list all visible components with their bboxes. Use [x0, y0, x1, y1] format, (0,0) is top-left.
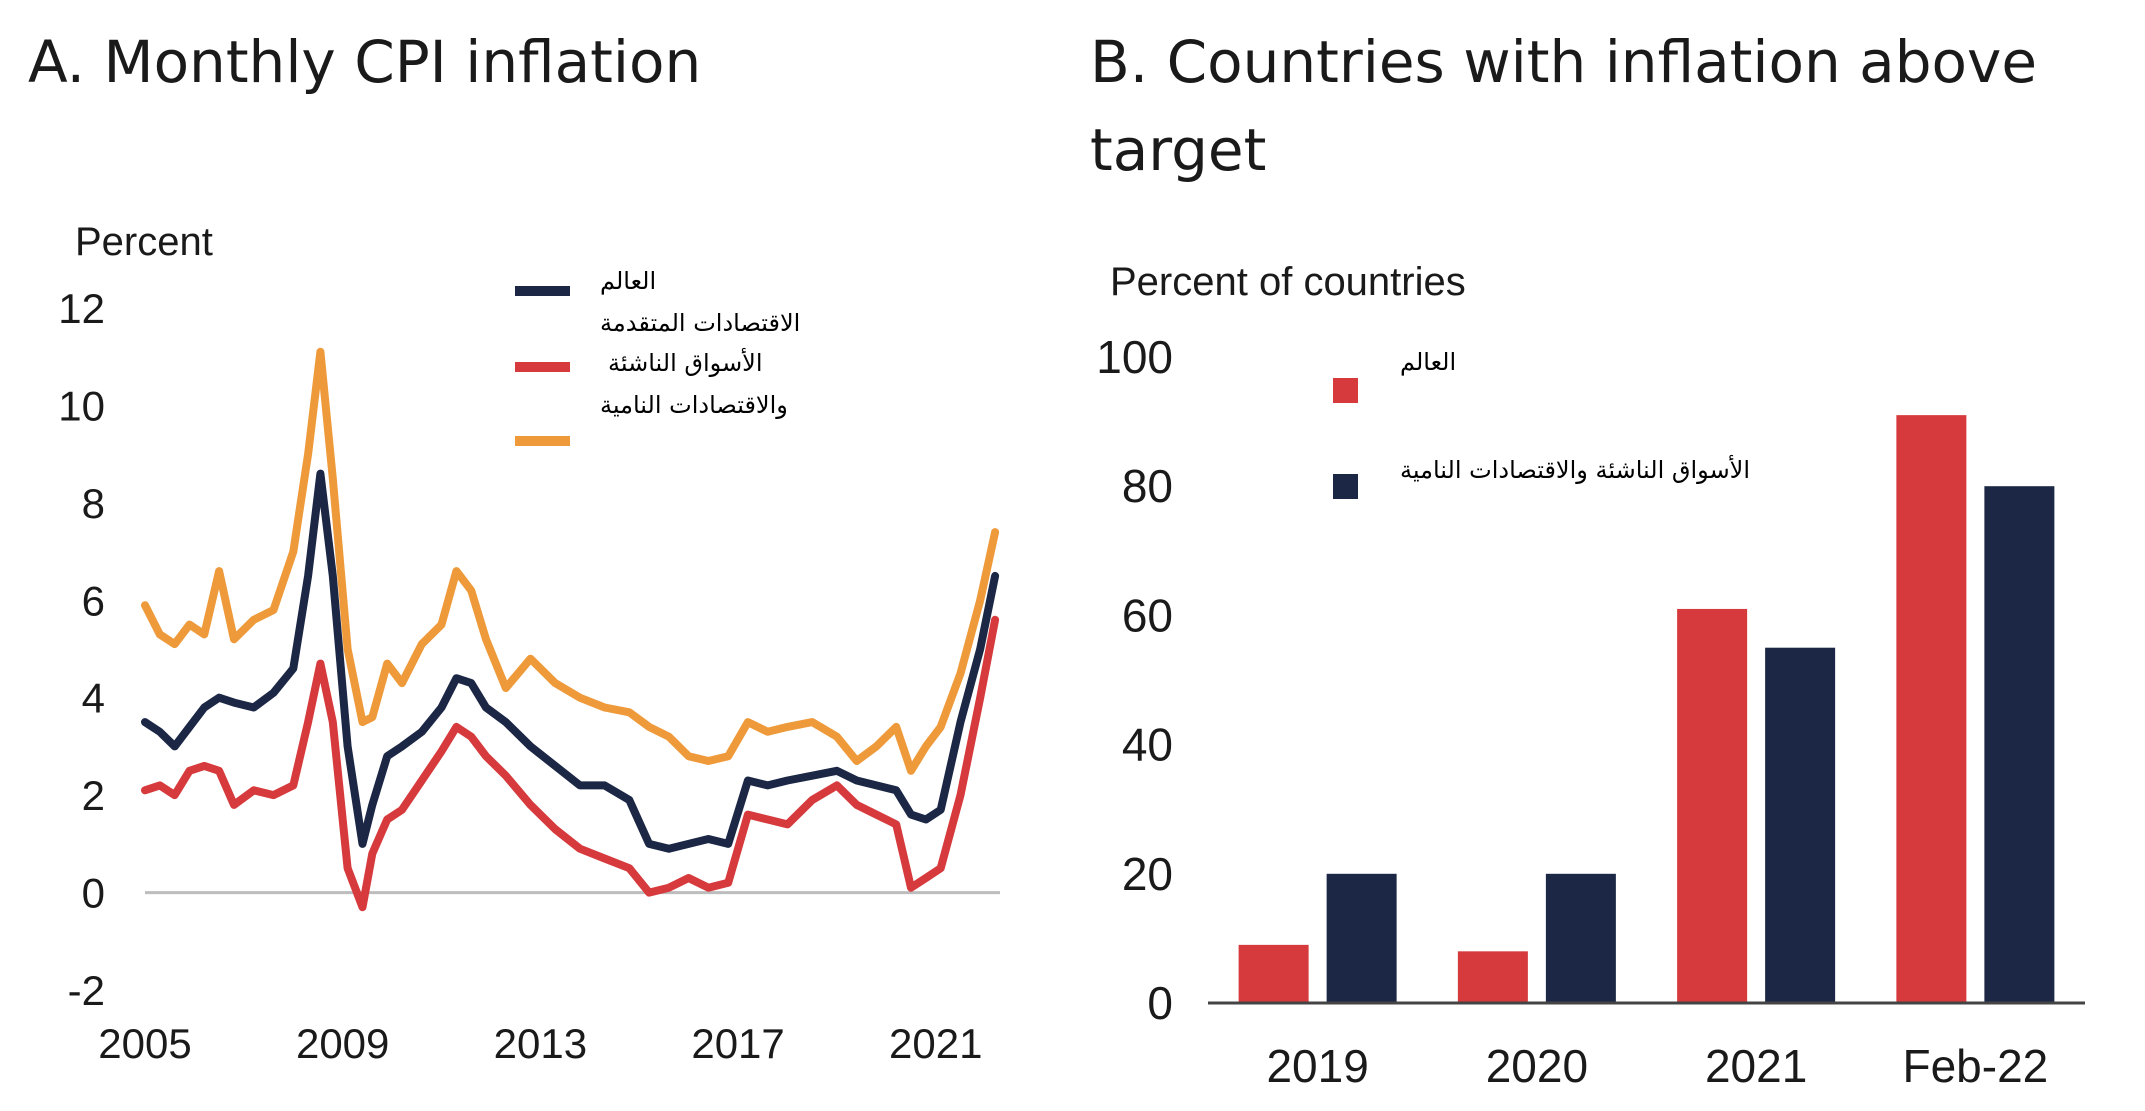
bar-emde: [1984, 486, 2055, 1003]
legend-label-world: العالم: [600, 267, 656, 295]
bar-world: [1238, 944, 1309, 1003]
x-tick-label: 2020: [1486, 1040, 1588, 1092]
y-tick-label: 8: [82, 480, 105, 527]
panel-b-title-line2: target: [1090, 116, 1266, 184]
panel-b-legend: العالم الأسواق الناشئة والاقتصادات النام…: [1333, 348, 1750, 499]
panel-b-x-ticks: 2019 2020 2021 Feb-22: [1266, 1040, 2048, 1092]
panel-b-title-line1: B. Countries with inflation above: [1090, 28, 2037, 96]
y-tick-label: 40: [1122, 719, 1173, 771]
legend-label-developing: والاقتصادات النامية: [600, 391, 788, 419]
legend-swatch-world-bar: [1333, 378, 1358, 403]
x-tick-label: 2009: [296, 1020, 389, 1067]
x-tick-label: 2005: [98, 1020, 191, 1067]
panel-a-title: A. Monthly CPI inflation: [28, 28, 701, 96]
bar-world: [1677, 608, 1748, 1003]
legend-label-emerging: الأسواق الناشئة: [608, 348, 763, 377]
y-tick-label: 100: [1096, 331, 1173, 383]
panel-b-bars: [1208, 415, 2085, 1005]
emde-series-line: [141, 347, 1000, 775]
y-tick-label: 12: [58, 285, 105, 332]
x-tick-label: Feb-22: [1903, 1040, 2049, 1092]
legend-label-advanced: الاقتصادات المتقدمة: [600, 309, 800, 337]
world-series-line: [141, 469, 1000, 853]
y-tick-label: 6: [82, 577, 105, 624]
panel-b-y-ticks: 0 20 40 60 80 100: [1096, 331, 1173, 1029]
y-tick-label: 2: [82, 772, 105, 819]
bar-emde: [1765, 647, 1836, 1003]
bar-emde: [1545, 873, 1616, 1003]
x-tick-label: 2021: [889, 1020, 982, 1067]
bar-world: [1896, 415, 1967, 1003]
bar-world: [1457, 951, 1528, 1003]
legend-swatch-emde-bar: [1333, 474, 1358, 499]
panel-a-legend: العالم الاقتصادات المتقدمة الأسواق الناش…: [515, 267, 800, 446]
panel-a-line-chart: A. Monthly CPI inflation Percent -2 0 2 4 6 8…: [28, 28, 1000, 1067]
legend-label-world-bar: العالم: [1400, 348, 1456, 376]
y-tick-label: 80: [1122, 460, 1173, 512]
y-tick-label: 60: [1122, 589, 1173, 641]
y-tick-label: 0: [82, 870, 105, 917]
panel-a-series: [141, 347, 1000, 912]
panel-b-bar-chart: B. Countries with inflation above target…: [1090, 28, 2085, 1092]
x-tick-label: 2021: [1705, 1040, 1807, 1092]
panel-a-x-ticks: 2005 2009 2013 2017 2021: [98, 1020, 982, 1067]
bar-emde: [1326, 873, 1397, 1003]
y-tick-label: 20: [1122, 848, 1173, 900]
panel-b-ylabel: Percent of countries: [1110, 260, 1466, 304]
y-tick-label: 10: [58, 382, 105, 429]
y-tick-label: 0: [1147, 977, 1173, 1029]
x-tick-label: 2019: [1266, 1040, 1368, 1092]
panel-a-ylabel: Percent: [75, 220, 213, 264]
panel-a-y-ticks: -2 0 2 4 6 8 10 12: [58, 285, 105, 1014]
advanced-series-line: [141, 615, 1000, 912]
x-tick-label: 2017: [691, 1020, 784, 1067]
x-tick-label: 2013: [494, 1020, 587, 1067]
legend-label-emde-bar: الأسواق الناشئة والاقتصادات النامية: [1400, 455, 1750, 484]
y-tick-label: 4: [82, 675, 105, 722]
y-tick-label: -2: [68, 967, 105, 1014]
